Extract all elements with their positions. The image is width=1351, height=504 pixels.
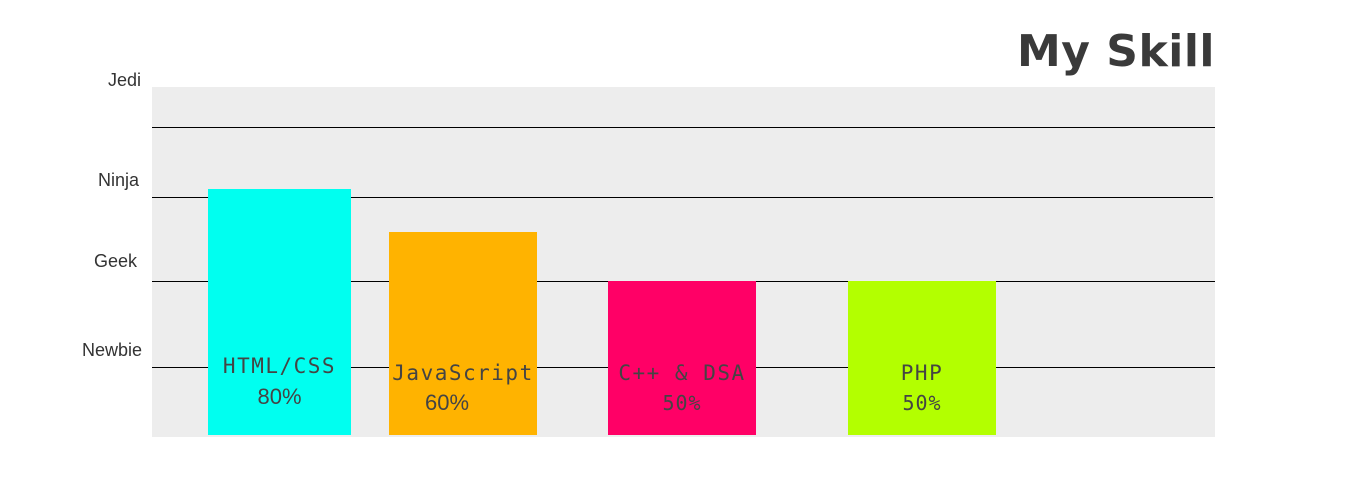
- value-label-c-dsa: 50%: [662, 391, 701, 415]
- value-label-html-css: 80%: [257, 384, 301, 409]
- value-label-javascript: 60%: [425, 390, 469, 415]
- level-labels: Newbie Geek Ninja Jedi: [82, 70, 142, 360]
- bars: [208, 189, 996, 435]
- bar-label-html-css: HTML/CSS: [223, 354, 336, 378]
- level-label-geek: Geek: [94, 251, 138, 271]
- bar-label-javascript: JavaScript: [392, 361, 533, 385]
- bar-html-css: [208, 189, 351, 435]
- level-label-ninja: Ninja: [98, 170, 140, 190]
- bar-php: [848, 281, 996, 435]
- bar-label-php: PHP: [901, 361, 943, 385]
- bar-labels: HTML/CSS 80% JavaScript 60% C++ & DSA 50% PHP 5…: [223, 354, 943, 415]
- level-label-jedi: Jedi: [108, 70, 141, 90]
- chart-title: My Skill: [1017, 26, 1215, 77]
- bar-c-dsa: [608, 281, 756, 435]
- value-label-php: 50%: [902, 391, 941, 415]
- bar-label-c-dsa: C++ & DSA: [618, 361, 745, 385]
- level-label-newbie: Newbie: [82, 340, 142, 360]
- bar-javascript: [389, 232, 537, 435]
